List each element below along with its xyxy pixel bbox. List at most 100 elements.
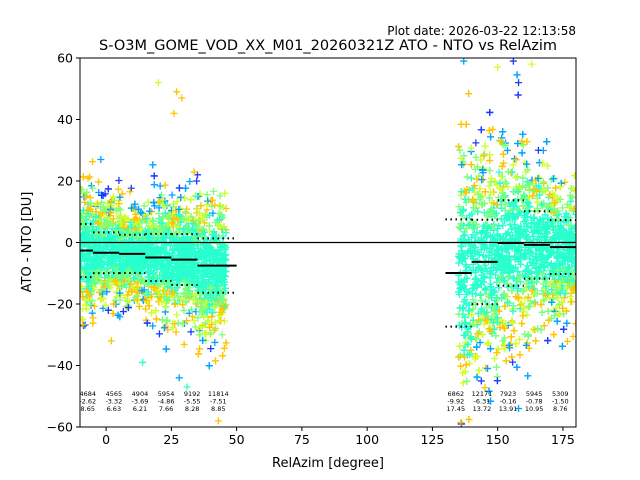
scatter-point: [211, 318, 219, 326]
scatter-point: [122, 256, 130, 264]
scatter-point: [98, 191, 106, 199]
scatter-point: [112, 277, 120, 285]
scatter-point: [208, 313, 216, 321]
scatter-points: [80, 58, 576, 427]
scatter-point: [221, 189, 229, 197]
scatter-point: [194, 297, 202, 305]
scatter-point: [201, 271, 209, 279]
scatter-point: [159, 291, 167, 299]
scatter-point: [492, 302, 500, 310]
scatter-point: [126, 242, 134, 250]
scatter-point: [128, 288, 136, 296]
scatter-point: [89, 158, 97, 166]
scatter-point: [113, 288, 121, 296]
scatter-point: [492, 332, 500, 340]
scatter-point: [195, 217, 203, 225]
scatter-point: [521, 159, 529, 167]
scatter-point: [133, 229, 141, 237]
scatter-point: [495, 168, 503, 176]
scatter-point: [203, 191, 211, 199]
scatter-point: [119, 228, 127, 236]
scatter-point: [94, 229, 102, 237]
scatter-point: [169, 252, 177, 260]
scatter-point: [515, 207, 523, 215]
scatter-point: [216, 300, 224, 308]
scatter-point: [523, 311, 531, 319]
scatter-point: [208, 272, 216, 280]
scatter-point: [88, 184, 96, 192]
scatter-point: [517, 301, 525, 309]
scatter-point: [197, 202, 205, 210]
scatter-point: [172, 262, 180, 270]
scatter-point: [205, 317, 213, 325]
scatter-point: [162, 201, 170, 209]
scatter-point: [537, 301, 545, 309]
scatter-point: [121, 294, 129, 302]
scatter-point: [512, 173, 520, 181]
scatter-point: [128, 223, 136, 231]
scatter-point: [216, 222, 224, 230]
scatter-point: [160, 247, 168, 255]
scatter-point: [81, 198, 89, 206]
scatter-point: [560, 294, 568, 302]
scatter-point: [208, 196, 216, 204]
scatter-point: [106, 221, 114, 229]
scatter-point: [491, 355, 499, 363]
scatter-point: [94, 250, 102, 258]
scatter-point: [92, 274, 100, 282]
scatter-point: [98, 198, 106, 206]
scatter-point: [220, 223, 228, 231]
scatter-point: [172, 207, 180, 215]
scatter-point: [199, 212, 207, 220]
scatter-point: [215, 317, 223, 325]
scatter-point: [155, 330, 163, 338]
scatter-point: [497, 273, 505, 281]
scatter-point: [83, 287, 91, 295]
scatter-point: [472, 153, 480, 161]
scatter-point: [144, 268, 152, 276]
scatter-point: [478, 176, 486, 184]
scatter-point: [207, 329, 215, 337]
scatter-point: [151, 202, 159, 210]
scatter-point: [114, 311, 122, 319]
scatter-point: [202, 243, 210, 251]
scatter-point: [202, 269, 210, 277]
scatter-point: [197, 291, 205, 299]
scatter-point: [94, 267, 102, 275]
scatter-point: [524, 372, 532, 380]
scatter-point: [477, 297, 485, 305]
scatter-point: [476, 339, 484, 347]
scatter-point: [119, 263, 127, 271]
scatter-point: [205, 362, 213, 370]
scatter-point: [456, 352, 464, 360]
scatter-point: [208, 268, 216, 276]
scatter-point: [217, 250, 225, 258]
scatter-point: [519, 130, 527, 138]
scatter-point: [216, 215, 224, 223]
scatter-point: [80, 173, 87, 181]
scatter-point: [186, 292, 194, 300]
scatter-point: [221, 256, 229, 264]
scatter-point: [176, 297, 184, 305]
scatter-point: [84, 295, 92, 303]
scatter-point: [86, 292, 94, 300]
scatter-point: [485, 127, 493, 135]
scatter-point: [521, 295, 529, 303]
scatter-point: [115, 244, 123, 252]
scatter-point: [466, 264, 474, 272]
scatter-point: [195, 210, 203, 218]
scatter-point: [455, 203, 463, 211]
scatter-point: [179, 320, 187, 328]
scatter-point: [212, 275, 220, 283]
scatter-point: [124, 266, 132, 274]
scatter-point: [212, 301, 220, 309]
scatter-point: [152, 307, 160, 315]
scatter-point: [180, 307, 188, 315]
scatter-point: [91, 302, 99, 310]
scatter-point: [507, 333, 515, 341]
scatter-point: [481, 298, 489, 306]
scatter-point: [530, 213, 538, 221]
scatter-point: [181, 235, 189, 243]
scatter-point: [180, 290, 188, 298]
scatter-point: [205, 222, 213, 230]
